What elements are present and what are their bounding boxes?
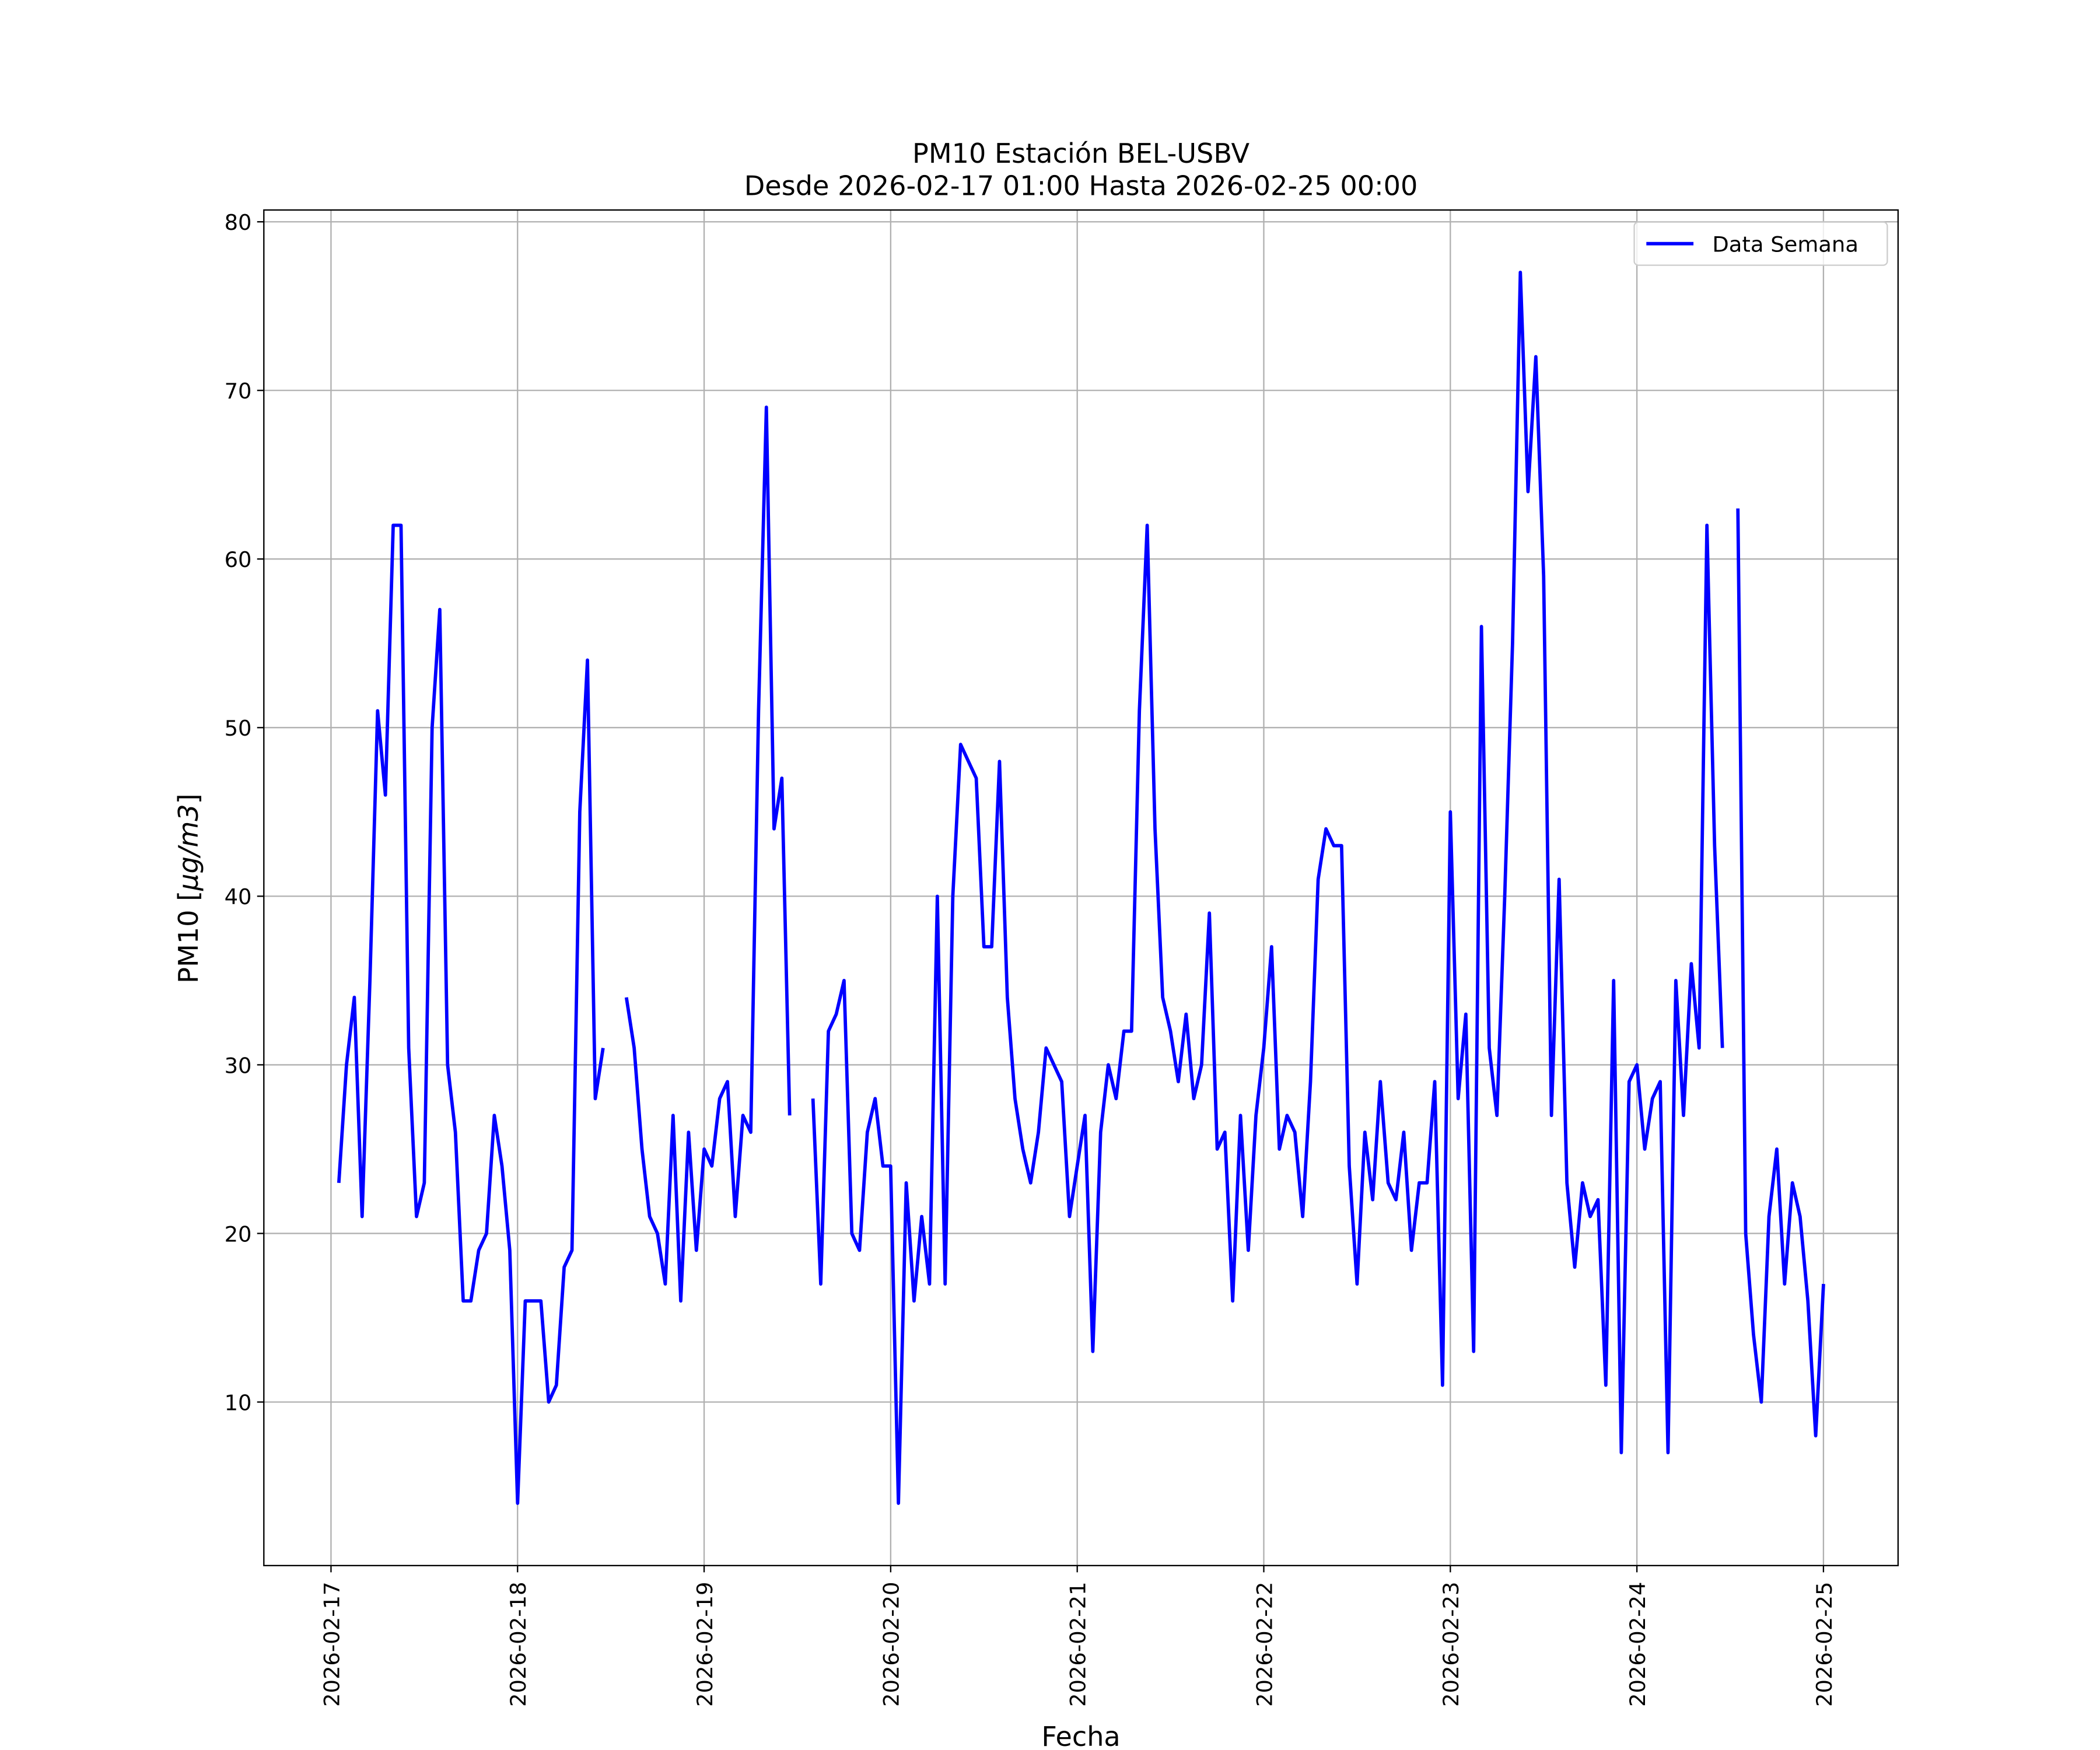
y-tick-label: 50 (225, 716, 252, 741)
y-tick-label: 10 (225, 1390, 252, 1415)
legend: Data Semana (1633, 221, 1888, 266)
x-tick-label: 2026-02-22 (1252, 1582, 1277, 1707)
y-tick-label: 20 (225, 1222, 252, 1247)
x-tick-label: 2026-02-19 (692, 1582, 718, 1707)
y-tick-label: 40 (225, 884, 252, 909)
series-line-data-semana (337, 270, 1825, 1505)
x-axis: 2026-02-17 2026-02-18 2026-02-19 2026-02-20… (319, 1565, 1837, 1707)
y-axis: 10 20 30 40 50 60 70 80 (225, 210, 264, 1415)
y-axis-label: PM10 [μg/m3] (173, 793, 204, 984)
y-tick-label: 70 (225, 379, 252, 404)
y-label-unit: μg/m3 (173, 804, 204, 891)
x-tick-label: 2026-02-21 (1066, 1582, 1091, 1707)
y-tick-label: 60 (225, 547, 252, 572)
chart-subtitle: Desde 2026-02-17 01:00 Hasta 2026-02-25 … (744, 170, 1418, 202)
x-tick-label: 2026-02-20 (879, 1582, 904, 1707)
x-tick-label: 2026-02-24 (1625, 1582, 1650, 1707)
y-label-prefix: PM10 [ (173, 891, 204, 984)
chart-title: PM10 Estación BEL-USBV (912, 138, 1250, 169)
series-layer (337, 270, 1825, 1505)
y-tick-label: 30 (225, 1053, 252, 1078)
plot-frame (263, 209, 1899, 1566)
legend-box (1633, 221, 1888, 266)
x-tick-label: 2026-02-17 (319, 1582, 344, 1707)
legend-label: Data Semana (1712, 232, 1859, 257)
x-tick-label: 2026-02-25 (1812, 1582, 1837, 1707)
x-tick-label: 2026-02-23 (1438, 1582, 1464, 1707)
y-label-suffix: ] (173, 793, 204, 804)
y-tick-label: 80 (225, 210, 252, 235)
x-tick-label: 2026-02-18 (506, 1582, 531, 1707)
x-axis-label: Fecha (1041, 1721, 1120, 1750)
